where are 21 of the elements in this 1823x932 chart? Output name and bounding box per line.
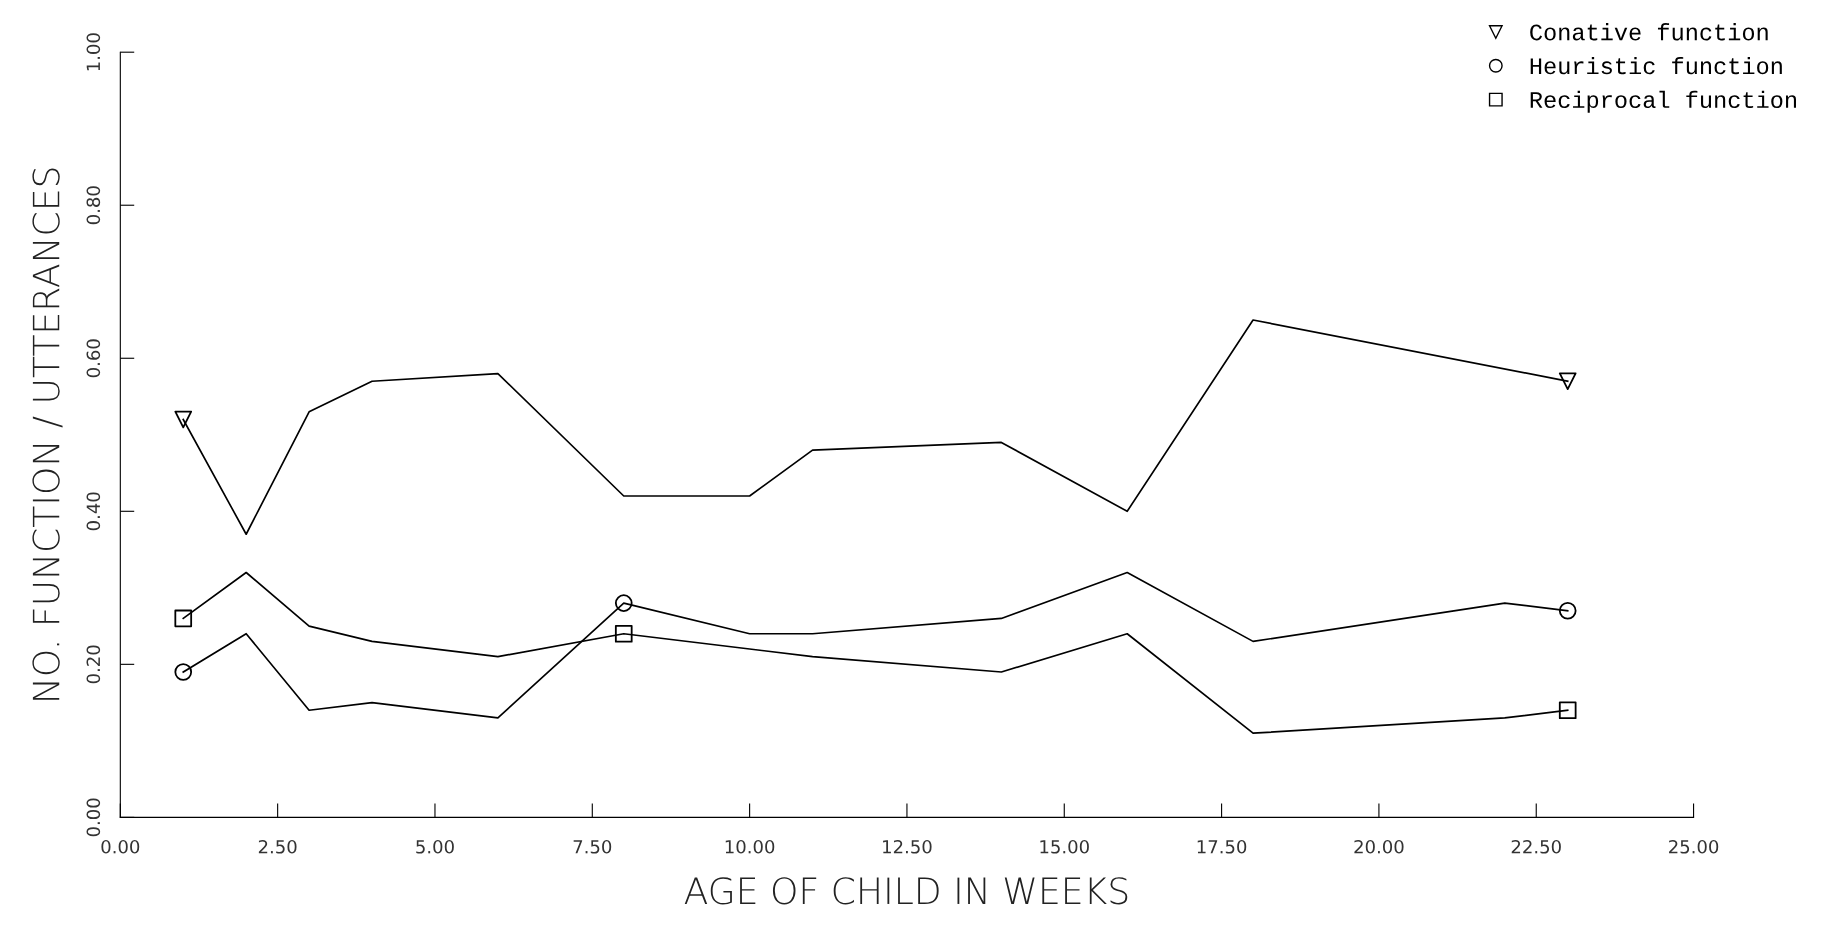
x-tick-label: 22.50: [1511, 839, 1561, 854]
x-tick-label: 10.00: [725, 839, 775, 854]
y-tick-label: 0.80: [86, 186, 101, 225]
x-tick-label: 7.50: [573, 839, 612, 854]
y-tick-label: 0.20: [86, 645, 101, 684]
y-tick-label: 0.60: [86, 339, 101, 378]
x-tick-label: 0.00: [101, 839, 140, 854]
x-tick-label: 20.00: [1354, 839, 1404, 854]
x-tick-label: 17.50: [1197, 839, 1247, 854]
y-tick-label: 0.40: [86, 492, 101, 531]
x-tick-label: 15.00: [1040, 839, 1089, 854]
y-tick-label: 1.00: [86, 33, 101, 71]
y-axis-title: NO. FUNCTION / UTTERANCES: [32, 168, 63, 700]
x-tick-label: 25.00: [1669, 839, 1719, 854]
x-tick-label: 12.50: [883, 839, 932, 854]
x-tick-label: 2.50: [258, 839, 297, 854]
legend-label: Heuristic function: [1530, 56, 1782, 75]
x-axis-title: AGE OF CHILD IN WEEKS: [684, 877, 1128, 905]
x-tick-label: 5.00: [416, 839, 454, 854]
legend-label: Reciprocal function: [1530, 90, 1796, 113]
legend-label: Conative function: [1530, 23, 1768, 41]
